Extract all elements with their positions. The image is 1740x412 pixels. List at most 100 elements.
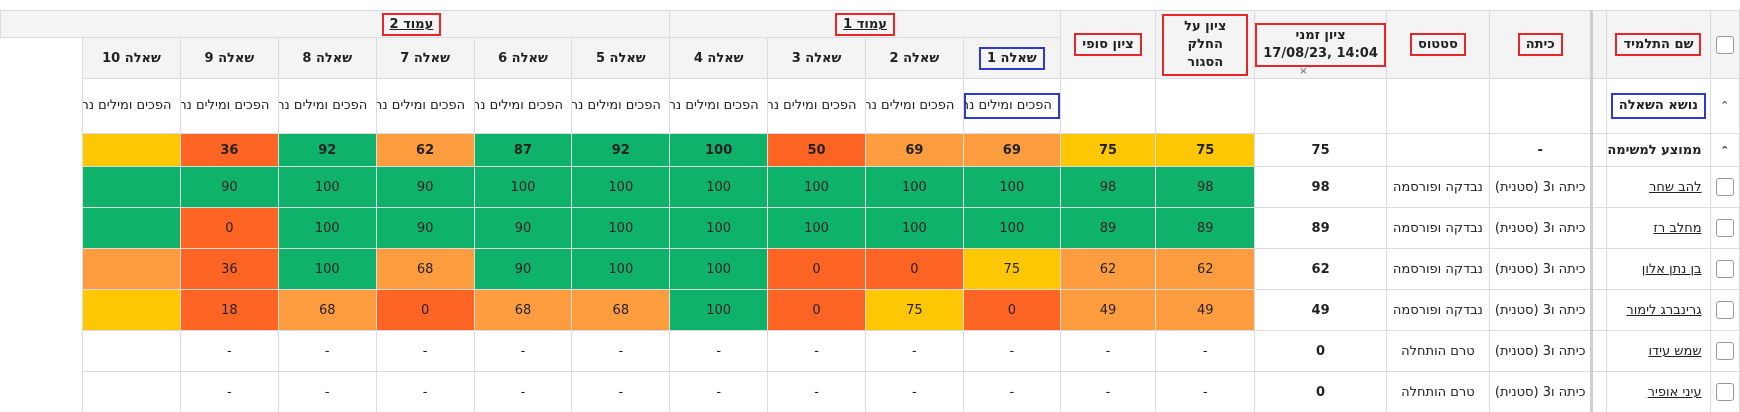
score-cell-q4[interactable]: - xyxy=(669,371,769,412)
score-cell-q3[interactable]: 0 xyxy=(767,289,866,331)
score-cell-q5[interactable]: 100 xyxy=(571,207,671,249)
score-cell-q4[interactable]: 100 xyxy=(669,248,769,290)
score-cell-q2[interactable]: 100 xyxy=(864,207,964,249)
score-cell-q1[interactable]: 0 xyxy=(962,289,1061,331)
score-cell-q9[interactable]: - xyxy=(179,371,279,412)
score-cell-q4[interactable]: - xyxy=(669,330,769,372)
status-header[interactable]: סטטוס xyxy=(1385,10,1490,79)
score-cell-q3[interactable]: 0 xyxy=(767,248,866,290)
score-cell-q9[interactable]: 0 xyxy=(179,207,279,249)
score-cell-q1[interactable]: 100 xyxy=(962,166,1061,208)
table-row[interactable]: בן נתן אלון כיתה ו3 (סטנית) נבדקה ופורסמה 6… xyxy=(1,248,1740,290)
topic-chevron-cell[interactable]: ⌃ xyxy=(1709,78,1740,134)
table-row[interactable]: עיני אופיר כיתה ו3 (סטנית) טרם הותחלה 0- - - -… xyxy=(1,371,1740,412)
score-cell-q10[interactable] xyxy=(82,166,181,208)
score-cell-q8[interactable]: 100 xyxy=(277,207,377,249)
score-cell-q10[interactable] xyxy=(82,371,181,412)
score-cell-q10[interactable] xyxy=(82,248,181,290)
score-cell-q8[interactable]: - xyxy=(277,371,377,412)
score-cell-q5[interactable]: 100 xyxy=(571,248,671,290)
question-header-8[interactable]: שאלה 8 xyxy=(277,37,377,79)
chevron-up-icon[interactable]: ⌃ xyxy=(1720,143,1730,157)
score-cell-q2[interactable]: - xyxy=(864,330,964,372)
score-cell-q4[interactable]: 100 xyxy=(669,207,769,249)
table-row[interactable]: מחלב רז כיתה ו3 (סטנית) נבדקה ופורסמה 89 89 8… xyxy=(1,207,1740,249)
score-cell-q10[interactable] xyxy=(82,289,181,331)
score-cell-q2[interactable]: - xyxy=(864,371,964,412)
score-cell-q8[interactable]: 68 xyxy=(277,289,377,331)
score-cell-q6[interactable]: 68 xyxy=(473,289,573,331)
score-cell-q8[interactable]: - xyxy=(277,330,377,372)
score-cell-q6[interactable]: - xyxy=(473,371,573,412)
group-header-page1[interactable]: עמוד 1 xyxy=(669,10,1061,38)
closed-part-header[interactable]: ציון על החלק הסגור xyxy=(1155,10,1256,79)
score-cell-q1[interactable]: - xyxy=(962,330,1061,372)
score-cell-q9[interactable]: 36 xyxy=(179,248,279,290)
table-row[interactable]: גרינברג לימור כיתה ו3 (סטנית) נבדקה ופורסמ… xyxy=(1,289,1740,331)
close-icon[interactable]: × xyxy=(1299,66,1308,77)
select-all-checkbox[interactable] xyxy=(1715,35,1734,54)
score-cell-q7[interactable]: 68 xyxy=(375,248,475,290)
question-header-10[interactable]: שאלה 10 xyxy=(82,37,181,79)
score-cell-q9[interactable]: 18 xyxy=(179,289,279,331)
score-cell-q4[interactable]: 100 xyxy=(669,289,769,331)
student-name-link[interactable]: שמש עידו xyxy=(1648,343,1702,359)
question-header-1[interactable]: שאלה 1 xyxy=(962,37,1061,79)
student-name-link[interactable]: מחלב רז xyxy=(1653,220,1702,236)
student-name-header[interactable]: שם התלמיד xyxy=(1606,10,1711,79)
question-header-6[interactable]: שאלה 6 xyxy=(473,37,573,79)
student-name-link[interactable]: גרינברג לימור xyxy=(1626,302,1702,318)
row-checkbox[interactable] xyxy=(1715,219,1734,237)
score-cell-q3[interactable]: 100 xyxy=(767,207,866,249)
final-grade-header[interactable]: ציון סופי xyxy=(1059,10,1157,79)
row-checkbox[interactable] xyxy=(1715,301,1734,319)
chevron-up-icon[interactable]: ⌃ xyxy=(1720,98,1730,112)
student-name-link[interactable]: להב שחר xyxy=(1648,179,1702,195)
question-header-9[interactable]: שאלה 9 xyxy=(179,37,279,79)
score-cell-q5[interactable]: - xyxy=(571,330,671,372)
score-cell-q2[interactable]: 100 xyxy=(864,166,964,208)
score-cell-q8[interactable]: 100 xyxy=(277,166,377,208)
score-cell-q6[interactable]: 90 xyxy=(473,248,573,290)
score-cell-q1[interactable]: 75 xyxy=(962,248,1061,290)
score-cell-q2[interactable]: 75 xyxy=(864,289,964,331)
table-row[interactable]: שמש עידו כיתה ו3 (סטנית) טרם הותחלה 0- - - - - -… xyxy=(1,330,1740,372)
question-header-4[interactable]: שאלה 4 xyxy=(669,37,769,79)
score-cell-q7[interactable]: 90 xyxy=(375,166,475,208)
score-cell-q10[interactable] xyxy=(82,330,181,372)
score-cell-q8[interactable]: 100 xyxy=(277,248,377,290)
score-cell-q5[interactable]: - xyxy=(571,371,671,412)
score-cell-q7[interactable]: - xyxy=(375,330,475,372)
timed-grade-header[interactable]: ציון זמני 17/08/23, 14:04 × xyxy=(1254,10,1387,79)
score-cell-q6[interactable]: - xyxy=(473,330,573,372)
class-header[interactable]: כיתה xyxy=(1488,10,1593,79)
score-cell-q5[interactable]: 68 xyxy=(571,289,671,331)
score-cell-q1[interactable]: - xyxy=(962,371,1061,412)
average-chevron-cell[interactable]: ⌃ xyxy=(1709,133,1740,167)
score-cell-q9[interactable]: 90 xyxy=(179,166,279,208)
row-checkbox[interactable] xyxy=(1715,383,1734,401)
row-checkbox[interactable] xyxy=(1715,260,1734,278)
score-cell-q6[interactable]: 100 xyxy=(473,166,573,208)
score-cell-q10[interactable] xyxy=(82,207,181,249)
table-row[interactable]: להב שחר כיתה ו3 (סטנית) נבדקה ופורסמה 98 98 9… xyxy=(1,166,1740,208)
score-cell-q5[interactable]: 100 xyxy=(571,166,671,208)
question-header-7[interactable]: שאלה 7 xyxy=(375,37,475,79)
score-cell-q9[interactable]: - xyxy=(179,330,279,372)
score-cell-q3[interactable]: - xyxy=(767,330,866,372)
student-name-link[interactable]: עיני אופיר xyxy=(1647,384,1702,400)
row-checkbox[interactable] xyxy=(1715,342,1734,360)
score-cell-q2[interactable]: 0 xyxy=(864,248,964,290)
group-header-page2[interactable]: עמוד 2 xyxy=(0,10,671,38)
score-cell-q6[interactable]: 90 xyxy=(473,207,573,249)
question-header-2[interactable]: שאלה 2 xyxy=(864,37,964,79)
question-header-5[interactable]: שאלה 5 xyxy=(571,37,671,79)
score-cell-q4[interactable]: 100 xyxy=(669,166,769,208)
question-header-3[interactable]: שאלה 3 xyxy=(767,37,866,79)
score-cell-q3[interactable]: - xyxy=(767,371,866,412)
score-cell-q7[interactable]: - xyxy=(375,371,475,412)
score-cell-q1[interactable]: 100 xyxy=(962,207,1061,249)
score-cell-q7[interactable]: 90 xyxy=(375,207,475,249)
score-cell-q3[interactable]: 100 xyxy=(767,166,866,208)
score-cell-q7[interactable]: 0 xyxy=(375,289,475,331)
